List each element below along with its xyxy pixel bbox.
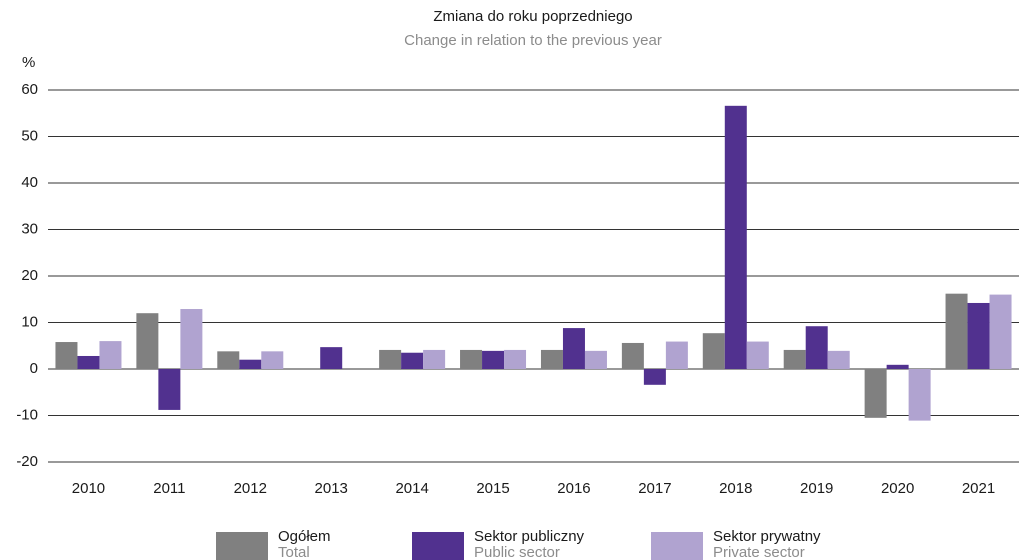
legend-swatch	[651, 532, 703, 560]
bar	[540, 349, 563, 369]
bar	[967, 302, 990, 369]
bar	[908, 369, 931, 421]
bar	[180, 309, 203, 369]
bar	[584, 350, 607, 369]
bar	[99, 341, 122, 369]
x-tick-label: 2016	[557, 480, 590, 497]
y-tick-label: 30	[21, 220, 38, 237]
legend-swatch	[412, 532, 464, 560]
bar	[217, 351, 240, 369]
chart-title: Zmiana do roku poprzedniego	[433, 8, 632, 25]
y-tick-label: 60	[21, 81, 38, 98]
bar	[805, 326, 828, 369]
x-tick-label: 2013	[315, 480, 348, 497]
bar	[401, 352, 424, 369]
legend-label: Sektor prywatny	[713, 528, 821, 545]
bar	[239, 359, 262, 369]
legend-label-en: Public sector	[474, 544, 560, 560]
y-tick-label: 50	[21, 127, 38, 144]
x-tick-label: 2012	[234, 480, 267, 497]
bar	[379, 349, 402, 369]
bar	[136, 313, 159, 369]
bar	[423, 349, 446, 369]
bar	[989, 294, 1012, 369]
bar	[746, 341, 769, 369]
bar	[783, 349, 806, 369]
bar	[945, 293, 968, 369]
bar	[864, 369, 887, 418]
x-tick-label: 2014	[395, 480, 428, 497]
bar	[320, 347, 343, 369]
bar	[665, 341, 688, 369]
y-tick-label: -10	[16, 406, 38, 423]
legend-swatch	[216, 532, 268, 560]
bar	[886, 364, 909, 369]
x-tick-label: 2018	[719, 480, 752, 497]
bar	[158, 369, 181, 410]
x-tick-label: 2015	[476, 480, 509, 497]
y-tick-label: 20	[21, 267, 38, 284]
bar	[724, 105, 747, 369]
bar	[621, 342, 644, 369]
x-tick-label: 2011	[153, 480, 185, 497]
chart-subtitle: Change in relation to the previous year	[404, 32, 662, 49]
bar	[460, 349, 483, 369]
y-tick-label: 10	[21, 313, 38, 330]
bar	[827, 350, 850, 369]
bar	[482, 350, 505, 369]
y-tick-label: 40	[21, 174, 38, 191]
bar	[643, 369, 666, 385]
x-tick-label: 2019	[800, 480, 833, 497]
legend-label: Ogółem	[278, 528, 331, 545]
x-tick-label: 2017	[638, 480, 671, 497]
legend-label-en: Private sector	[713, 544, 805, 560]
bar	[504, 349, 527, 369]
bar	[562, 328, 585, 369]
bar	[702, 333, 725, 369]
legend-label: Sektor publiczny	[474, 528, 585, 545]
legend-label-en: Total	[278, 544, 310, 560]
bar	[55, 342, 78, 369]
y-axis-label: %	[22, 54, 35, 71]
bar	[261, 351, 284, 369]
y-tick-label: -20	[16, 453, 38, 470]
bar	[77, 355, 100, 369]
x-tick-label: 2020	[881, 480, 914, 497]
x-tick-label: 2021	[962, 480, 995, 497]
x-tick-label: 2010	[72, 480, 105, 497]
y-tick-label: 0	[30, 360, 38, 377]
